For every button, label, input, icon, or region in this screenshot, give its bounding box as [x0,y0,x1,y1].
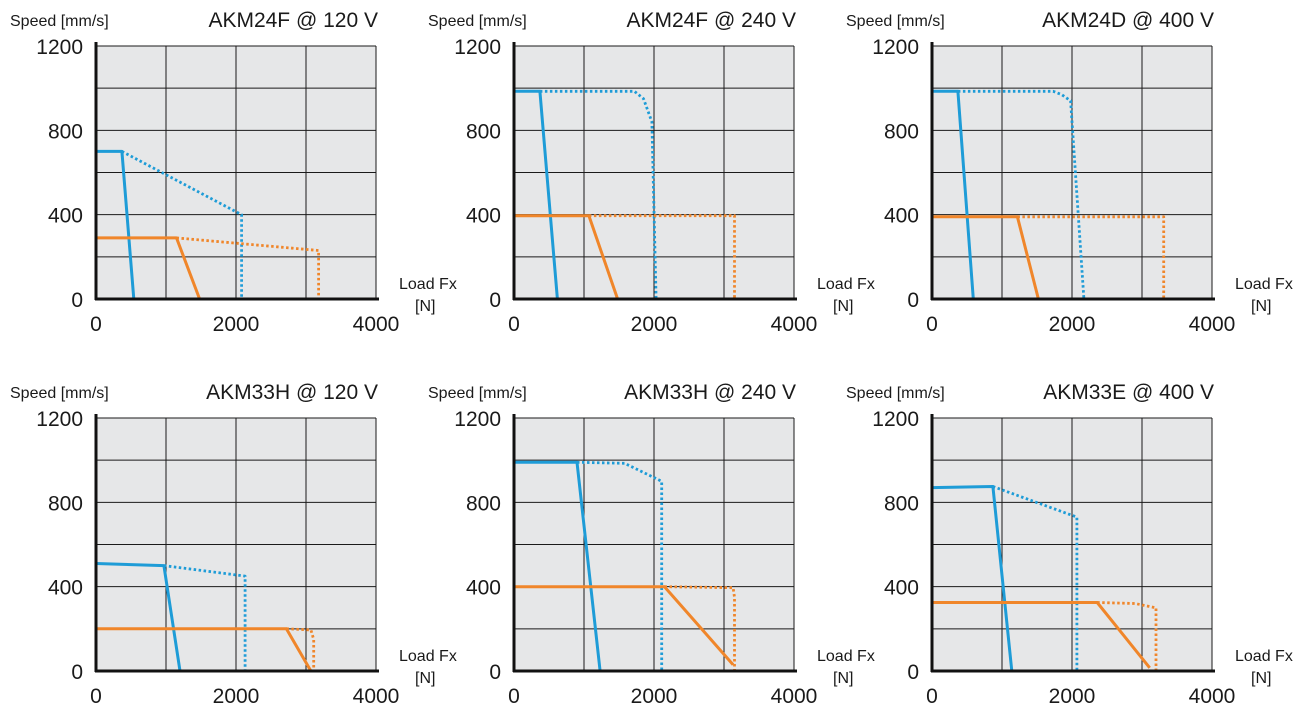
chart-title: AKM24D @ 400 V [1042,9,1214,32]
y-tick-label: 800 [48,120,83,143]
series-line-blue-dotted [539,89,658,300]
x-tick-label: 0 [926,313,938,336]
y-axis-label: Speed [mm/s] [10,13,109,30]
y-tick-label: 0 [71,289,83,312]
x-tick-label: 2000 [213,685,260,708]
x-tick-label: 0 [90,685,102,708]
x-tick-label: 2000 [213,313,260,336]
y-tick-label: 0 [907,289,919,312]
x-axis-label: Load Fx [399,276,457,293]
series-line-blue-dotted [121,150,244,299]
y-tick-label: 400 [48,577,83,600]
x-tick-label: 0 [90,313,102,336]
x-axis-label: Load Fx [1235,276,1293,293]
x-tick-label: 0 [926,685,938,708]
y-tick-label: 1200 [36,36,83,59]
x-axis-unit: [N] [833,670,853,687]
x-tick-label: 2000 [1049,685,1096,708]
chart-panel-6: AKM33E @ 400 V Speed [mm/s] Load Fx [N] 0 400… [846,381,1293,708]
y-axis-label: Speed [mm/s] [846,13,945,30]
x-axis-label: Load Fx [1235,648,1293,665]
x-tick-label: 4000 [771,313,818,336]
series-line-orange-dotted [664,585,736,671]
y-tick-label: 0 [489,289,501,312]
y-tick-label: 800 [48,492,83,515]
y-tick-label: 800 [884,120,919,143]
x-tick-label: 4000 [353,685,400,708]
y-axis-label: Speed [mm/s] [428,385,527,402]
y-tick-label: 400 [884,577,919,600]
x-tick-label: 2000 [631,313,678,336]
x-tick-label: 4000 [771,685,818,708]
series-line-blue-dotted [163,564,247,671]
y-tick-label: 400 [48,205,83,228]
chart-panel-3: AKM24D @ 400 V Speed [mm/s] Load Fx [N] 0 400… [846,9,1293,336]
y-tick-label: 400 [466,577,501,600]
y-tick-label: 1200 [454,36,501,59]
y-tick-label: 1200 [872,408,919,431]
x-axis-unit: [N] [415,670,435,687]
x-axis-unit: [N] [1251,298,1271,315]
series-line-blue-dotted [957,89,1086,300]
y-tick-label: 1200 [872,36,919,59]
series-line-blue-dotted [992,485,1079,671]
y-axis-label: Speed [mm/s] [10,385,109,402]
chart-title: AKM33H @ 120 V [206,381,378,404]
x-axis-unit: [N] [415,298,435,315]
y-tick-label: 400 [466,205,501,228]
x-axis-unit: [N] [1251,670,1271,687]
series-line-orange-dotted [286,627,316,671]
y-tick-label: 1200 [454,408,501,431]
y-tick-label: 400 [884,205,919,228]
x-axis-label: Load Fx [817,648,875,665]
y-tick-label: 800 [466,492,501,515]
chart-panel-2: AKM24F @ 240 V Speed [mm/s] Load Fx [N] 0 400… [428,9,875,336]
x-axis-label: Load Fx [817,276,875,293]
y-axis-label: Speed [mm/s] [428,13,527,30]
x-tick-label: 0 [508,313,520,336]
x-axis-unit: [N] [833,298,853,315]
x-tick-label: 4000 [1189,313,1236,336]
x-tick-label: 4000 [353,313,400,336]
chart-title: AKM24F @ 240 V [626,9,796,32]
x-tick-label: 0 [508,685,520,708]
chart-title: AKM24F @ 120 V [208,9,378,32]
chart-title: AKM33E @ 400 V [1043,381,1214,404]
x-tick-label: 2000 [631,685,678,708]
y-tick-label: 0 [71,661,83,684]
y-tick-label: 0 [907,661,919,684]
y-tick-label: 0 [489,661,501,684]
chart-title: AKM33H @ 240 V [624,381,796,404]
x-tick-label: 4000 [1189,685,1236,708]
y-tick-label: 800 [884,492,919,515]
chart-panel-4: AKM33H @ 120 V Speed [mm/s] Load Fx [N] 0 400… [10,381,457,708]
series-line-orange-dotted [1097,601,1158,671]
series-line-orange-dotted [588,214,736,299]
x-tick-label: 2000 [1049,313,1096,336]
x-axis-label: Load Fx [399,648,457,665]
series-line-orange-dotted [1017,215,1166,299]
y-tick-label: 1200 [36,408,83,431]
chart-panel-1: AKM24F @ 120 V Speed [mm/s] Load Fx [N] 0 400… [10,9,457,336]
chart-panel-5: AKM33H @ 240 V Speed [mm/s] Load Fx [N] 0 400… [428,381,875,708]
y-tick-label: 800 [466,120,501,143]
y-axis-label: Speed [mm/s] [846,385,945,402]
